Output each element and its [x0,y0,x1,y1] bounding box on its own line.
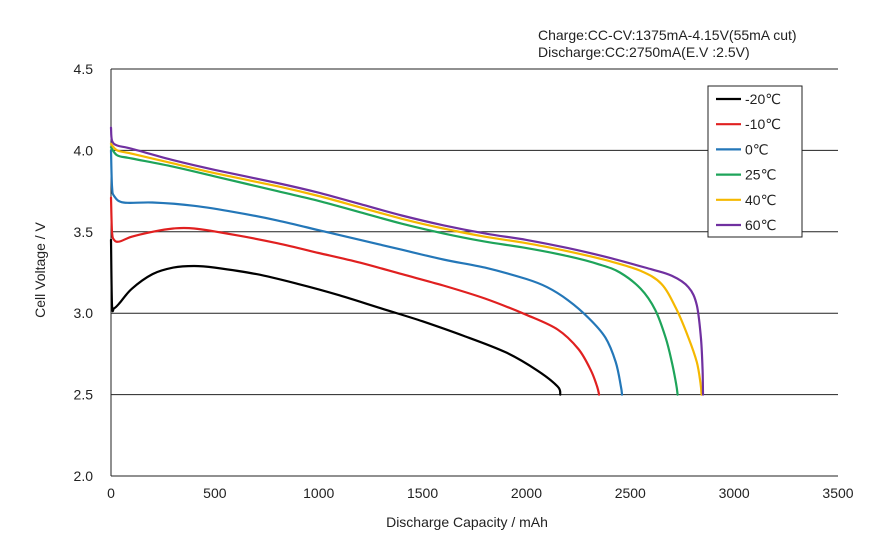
x-tick-label-5: 2500 [615,485,646,501]
series-line-2 [109,149,624,396]
series-line-4 [109,142,703,396]
y-tick-label-0: 2.0 [74,468,94,484]
y-axis-title: Cell Voltage / V [32,221,48,317]
y-tick-label-2: 3.0 [74,305,94,321]
series-line-5 [109,126,705,396]
x-tick-label-4: 2000 [511,485,542,501]
x-tick-label-6: 3000 [719,485,750,501]
discharge-condition-note: Discharge:CC:2750mA(E.V :2.5V) [538,44,750,60]
charge-condition-note: Charge:CC-CV:1375mA-4.15V(55mA cut) [538,27,797,43]
x-tick-label-0: 0 [107,485,115,501]
legend: -20℃ -10℃ 0℃ 25℃ 40℃ 60℃ [707,85,803,238]
y-tick-label-3: 3.5 [74,224,94,240]
legend-label-1: -10℃ [745,116,781,132]
legend-box [707,85,803,238]
series-lines [109,126,705,396]
y-tick-label-5: 4.5 [74,61,94,77]
x-tick-label-7: 3500 [822,485,853,501]
legend-label-5: 60℃ [745,217,776,233]
series-line-3 [109,146,679,396]
y-axis-ticks: 2.0 2.5 3.0 3.5 4.0 4.5 [74,61,94,484]
legend-label-4: 40℃ [745,192,776,208]
x-tick-label-3: 1500 [407,485,438,501]
x-axis-ticks: 0 500 1000 1500 2000 2500 3000 3500 [107,485,854,501]
x-tick-label-1: 500 [203,485,227,501]
legend-label-0: -20℃ [745,91,781,107]
legend-label-2: 0℃ [745,141,769,157]
x-tick-label-2: 1000 [303,485,334,501]
x-axis-title: Discharge Capacity / mAh [386,514,548,530]
series-line-1 [109,196,601,396]
y-tick-label-4: 4.0 [74,142,94,158]
y-tick-label-1: 2.5 [74,387,94,403]
legend-label-3: 25℃ [745,167,776,183]
series-line-0 [109,238,562,396]
